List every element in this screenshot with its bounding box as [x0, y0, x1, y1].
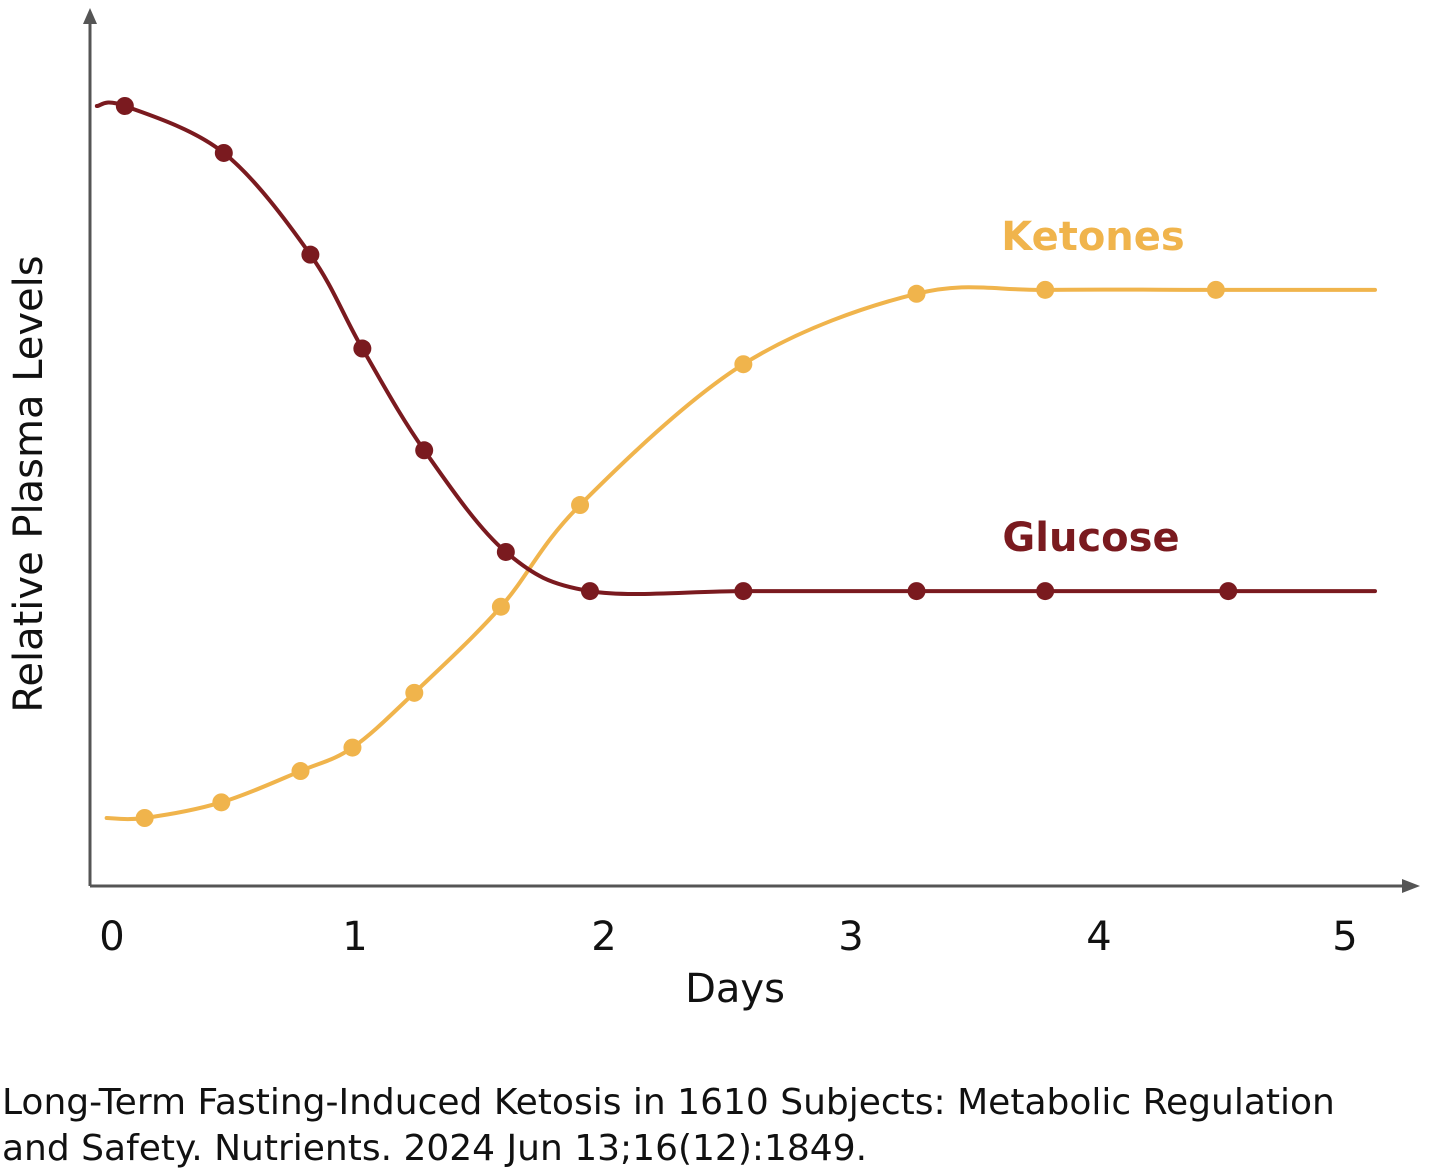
data-point-glucose-7 — [734, 582, 753, 601]
y-axis-label: Relative Plasma Levels — [6, 255, 52, 712]
y-axis-arrow-icon — [83, 8, 97, 24]
data-point-ketones-6 — [571, 496, 590, 515]
x-axis-arrow-icon — [1402, 879, 1420, 893]
data-point-glucose-4 — [415, 441, 434, 460]
data-point-glucose-8 — [907, 582, 926, 601]
data-point-ketones-8 — [907, 284, 926, 303]
data-point-glucose-3 — [353, 339, 372, 358]
data-point-glucose-1 — [214, 143, 233, 162]
data-point-ketones-1 — [212, 793, 231, 812]
axes — [83, 8, 1420, 893]
series-label-ketones: Ketones — [1001, 214, 1184, 260]
x-tick-label-2: 2 — [591, 914, 616, 960]
series-line-ketones — [104, 285, 1377, 822]
data-point-ketones-2 — [291, 762, 310, 781]
citation-line-2: and Safety. Nutrients. 2024 Jun 13;16(12… — [2, 1128, 868, 1169]
x-tick-label-5: 5 — [1332, 914, 1357, 960]
x-tick-label-0: 0 — [99, 914, 124, 960]
data-point-ketones-10 — [1206, 280, 1225, 299]
data-point-ketones-7 — [734, 355, 753, 374]
data-point-ketones-3 — [343, 738, 362, 757]
data-point-glucose-10 — [1219, 582, 1238, 601]
x-tick-label-3: 3 — [838, 914, 863, 960]
series-line-glucose — [94, 100, 1377, 596]
x-axis-label: Days — [685, 966, 785, 1012]
data-point-glucose-0 — [115, 97, 134, 115]
series-label-glucose: Glucose — [1002, 515, 1179, 561]
citation-line-1: Long-Term Fasting-Induced Ketosis in 161… — [2, 1082, 1335, 1123]
series-lines — [94, 100, 1377, 822]
chart: 0 1 2 3 4 5 Days Relative Plasma Levels Keton… — [6, 8, 1420, 1012]
data-point-ketones-9 — [1036, 280, 1055, 299]
series-points — [115, 97, 1238, 827]
data-point-glucose-2 — [301, 245, 320, 264]
x-tick-labels: 0 1 2 3 4 5 — [99, 914, 1357, 960]
x-tick-label-1: 1 — [342, 914, 367, 960]
data-point-glucose-9 — [1036, 582, 1055, 601]
x-tick-label-4: 4 — [1086, 914, 1111, 960]
data-point-ketones-5 — [491, 597, 510, 616]
data-point-glucose-6 — [580, 582, 599, 601]
data-point-glucose-5 — [496, 542, 515, 561]
citation: Long-Term Fasting-Induced Ketosis in 161… — [2, 1080, 1437, 1172]
data-point-ketones-4 — [405, 683, 424, 702]
data-point-ketones-0 — [135, 809, 154, 827]
